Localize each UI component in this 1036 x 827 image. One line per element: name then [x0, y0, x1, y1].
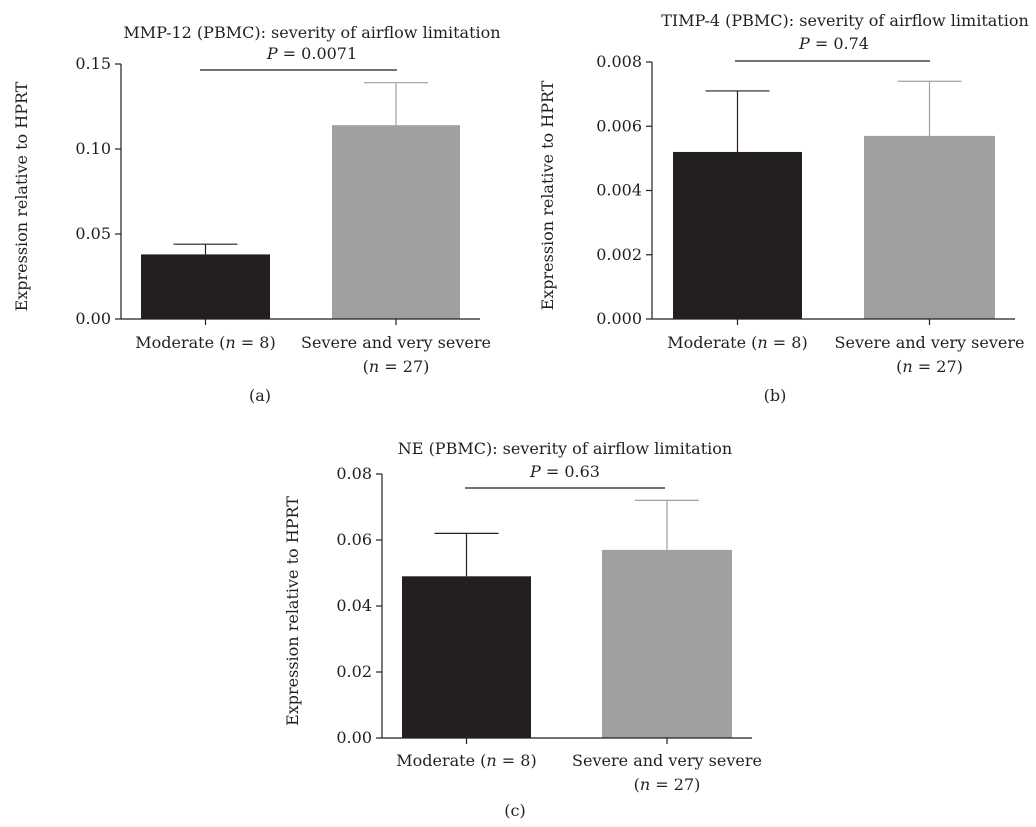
category-label-2-n: (n = 27) — [363, 357, 430, 376]
y-tick-label: 0.006 — [596, 116, 642, 135]
p-symbol: P — [266, 44, 278, 63]
y-tick-label: 0.08 — [336, 464, 372, 483]
bar-1 — [141, 254, 270, 319]
y-tick-label: 0.15 — [75, 54, 111, 73]
p-value-label: P = 0.0071 — [266, 44, 357, 63]
error-bar-1 — [173, 243, 238, 255]
y-tick-label: 0.02 — [336, 662, 372, 681]
bar-2 — [864, 135, 995, 319]
y-tick-label: 0.10 — [75, 139, 111, 158]
y-tick-label: 0.008 — [596, 52, 642, 71]
chart-title: MMP-12 (PBMC): severity of airflow limit… — [123, 23, 500, 42]
p-symbol: P — [529, 462, 541, 481]
chart-title: NE (PBMC): severity of airflow limitatio… — [398, 439, 732, 458]
error-bar-2 — [897, 80, 962, 136]
panel-label: (a) — [249, 386, 271, 405]
y-tick-label: 0.04 — [336, 596, 372, 615]
error-bar-1 — [434, 532, 499, 577]
category-label-2: Severe and very severe — [572, 751, 762, 770]
bar-2 — [602, 549, 732, 738]
bar-2 — [332, 125, 460, 319]
category-label-2-n: (n = 27) — [896, 357, 963, 376]
y-tick-label: 0.06 — [336, 530, 372, 549]
p-value: = 0.63 — [541, 462, 600, 481]
chart-panel-2: TIMP-4 (PBMC): severity of airflow limit… — [538, 11, 1029, 405]
category-label-1: Moderate (n = 8) — [135, 333, 275, 352]
p-value: = 0.0071 — [278, 44, 358, 63]
y-axis-label: Expression relative to HPRT — [283, 496, 302, 726]
y-tick-label: 0.002 — [596, 245, 642, 264]
panel-label: (c) — [504, 801, 525, 820]
y-tick-label: 0.05 — [75, 224, 111, 243]
error-bar-2 — [635, 499, 699, 550]
y-tick-label: 0.00 — [336, 728, 372, 747]
y-tick-label: 0.000 — [596, 309, 642, 328]
y-axis-label: Expression relative to HPRT — [12, 81, 31, 311]
y-tick-label: 0.00 — [75, 309, 111, 328]
chart-panel-1: MMP-12 (PBMC): severity of airflow limit… — [12, 23, 501, 405]
p-value-label: P = 0.63 — [529, 462, 600, 481]
chart-title: TIMP-4 (PBMC): severity of airflow limit… — [661, 11, 1029, 30]
bar-1 — [402, 576, 531, 738]
error-bar-2 — [364, 82, 428, 126]
panel-label: (b) — [764, 386, 787, 405]
y-axis-label: Expression relative to HPRT — [538, 80, 557, 310]
error-bar-1 — [705, 90, 770, 152]
bar-1 — [673, 151, 802, 319]
p-value: = 0.74 — [810, 34, 869, 53]
category-label-1: Moderate (n = 8) — [396, 751, 536, 770]
p-value-label: P = 0.74 — [798, 34, 869, 53]
category-label-2: Severe and very severe — [835, 333, 1025, 352]
p-symbol: P — [798, 34, 810, 53]
y-tick-label: 0.004 — [596, 181, 642, 200]
category-label-1: Moderate (n = 8) — [667, 333, 807, 352]
category-label-2: Severe and very severe — [301, 333, 491, 352]
category-label-2-n: (n = 27) — [634, 775, 701, 794]
chart-panel-3: NE (PBMC): severity of airflow limitatio… — [283, 439, 762, 820]
